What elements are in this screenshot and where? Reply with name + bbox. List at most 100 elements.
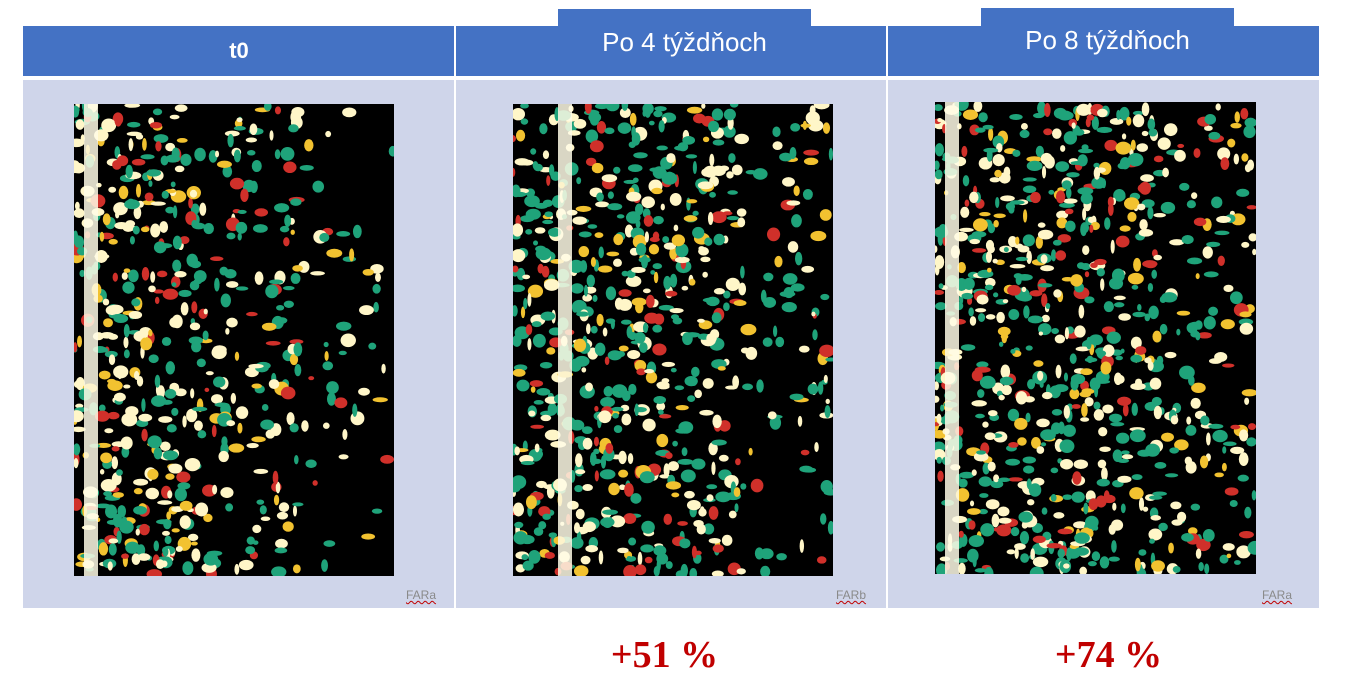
speckle	[340, 333, 356, 348]
speckle	[711, 312, 722, 324]
speckle	[228, 443, 245, 453]
speckle	[604, 127, 615, 135]
speckle	[1055, 161, 1070, 172]
speckle	[1045, 302, 1051, 309]
speckle	[1159, 295, 1167, 304]
speckle	[734, 133, 750, 145]
speckle	[772, 126, 781, 138]
speckle	[160, 441, 171, 452]
speckle	[652, 263, 663, 270]
speckle	[372, 397, 388, 403]
speckle	[935, 302, 947, 311]
speckle	[1204, 563, 1210, 574]
speckle	[1120, 503, 1126, 514]
speckle	[980, 523, 995, 537]
speckle	[660, 203, 665, 211]
speckle	[998, 477, 1011, 482]
speckle	[171, 282, 177, 287]
speckle	[192, 406, 208, 412]
speckle	[203, 552, 219, 566]
speckle	[997, 506, 1010, 517]
speckle	[797, 415, 803, 427]
speckle	[113, 392, 126, 402]
speckle	[935, 143, 945, 157]
speckle	[740, 483, 747, 490]
speckle	[672, 440, 678, 447]
speckle	[628, 383, 637, 395]
speckle	[1131, 284, 1139, 290]
speckle	[319, 232, 330, 242]
speckle	[935, 395, 940, 403]
speckle	[323, 341, 329, 348]
speckle	[736, 208, 747, 217]
speckle	[166, 511, 172, 520]
speckle	[128, 310, 143, 320]
speckle	[1168, 542, 1174, 554]
speckle	[324, 351, 329, 361]
speckle	[144, 192, 154, 202]
speckle	[75, 403, 84, 409]
speckle	[590, 458, 602, 464]
speckle	[632, 177, 639, 183]
speckle	[96, 442, 111, 448]
speckle	[141, 428, 148, 442]
speckle	[596, 121, 607, 134]
speckle	[1023, 465, 1035, 474]
speckle	[1131, 402, 1138, 416]
speckle	[677, 458, 694, 465]
speckle	[1117, 475, 1132, 483]
speckle	[1144, 313, 1151, 322]
speckle	[1023, 209, 1028, 223]
speckle	[1214, 352, 1228, 362]
speckle	[259, 505, 267, 515]
speckle	[1099, 556, 1110, 569]
speckle	[594, 405, 599, 412]
speckle	[993, 474, 1000, 483]
speckle	[631, 266, 646, 274]
speckle	[958, 562, 966, 574]
speckle	[533, 240, 539, 246]
speckle	[161, 336, 172, 346]
speckle	[381, 363, 386, 374]
speckle	[157, 500, 173, 505]
speckle	[1070, 377, 1079, 391]
speckle	[513, 107, 526, 121]
speckle	[708, 506, 719, 520]
speckle	[1071, 404, 1081, 409]
speckle	[1217, 147, 1231, 161]
speckle	[681, 285, 689, 291]
speckle	[651, 187, 663, 195]
speckle	[1153, 212, 1166, 218]
speckle	[326, 392, 336, 406]
speckle	[742, 383, 754, 391]
speckle	[955, 488, 970, 502]
speckle	[1122, 403, 1129, 417]
speckle	[237, 422, 243, 434]
speckle	[522, 560, 534, 571]
speckle	[1083, 502, 1089, 515]
speckle	[1140, 174, 1154, 182]
speckle	[165, 361, 176, 375]
speckle	[1124, 197, 1140, 210]
speckle	[535, 247, 552, 261]
speckle	[959, 471, 975, 479]
speckle	[1073, 521, 1088, 529]
speckle	[782, 177, 795, 187]
speckle	[617, 547, 629, 554]
speckle	[336, 321, 352, 331]
speckle	[146, 169, 162, 177]
speckle	[252, 224, 268, 233]
speckle	[74, 342, 78, 353]
speckle	[148, 285, 156, 293]
speckle	[605, 443, 614, 454]
speckle	[1136, 143, 1148, 152]
speckle	[107, 561, 113, 571]
speckle	[683, 215, 698, 222]
speckle	[958, 478, 968, 488]
speckle	[213, 376, 226, 388]
speckle	[133, 505, 147, 515]
speckle	[362, 268, 374, 276]
speckle	[969, 238, 981, 245]
speckle	[528, 550, 541, 564]
speckle	[1137, 304, 1142, 311]
